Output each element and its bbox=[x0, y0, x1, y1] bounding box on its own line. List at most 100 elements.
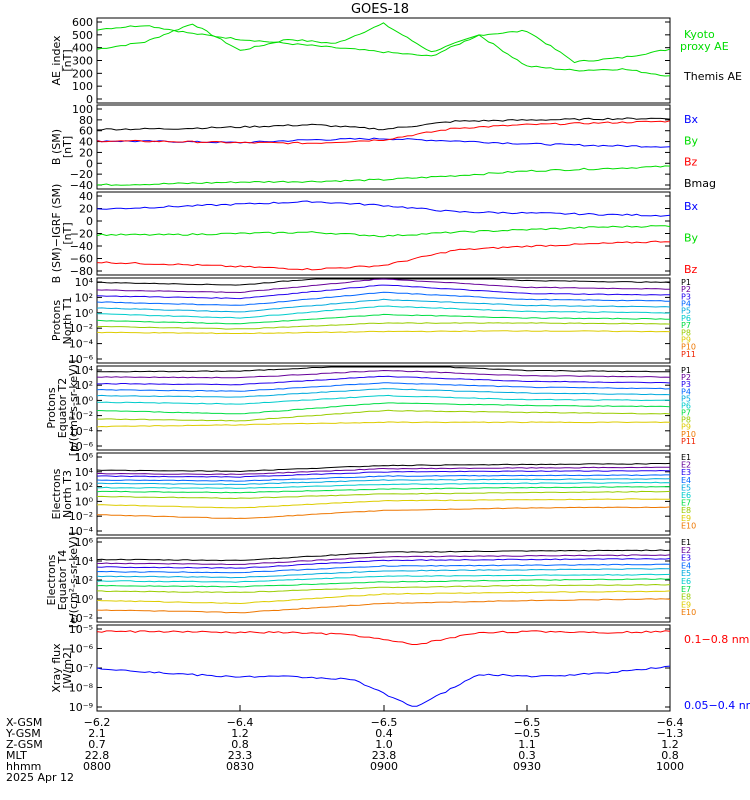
legend-entry: E5 bbox=[681, 483, 691, 492]
legend-entry: E7 bbox=[681, 585, 691, 594]
legend-entry: E9 bbox=[681, 600, 691, 609]
series-e8 bbox=[96, 490, 671, 500]
panel-frame bbox=[96, 104, 671, 190]
y-tick-label: 0 bbox=[86, 93, 93, 106]
y-tick-label: 10⁻² bbox=[69, 410, 93, 423]
series-e5 bbox=[96, 478, 671, 486]
panel-legend: 0.1−0.8 nm 0.05−0.4 nm bbox=[684, 633, 750, 712]
series-e9 bbox=[96, 590, 671, 605]
y-tick-label: 10⁻² bbox=[69, 510, 93, 523]
legend-entry: Themis AE bbox=[683, 70, 742, 83]
legend-entry: P3 bbox=[681, 292, 691, 301]
y-tick-label: −80 bbox=[70, 265, 93, 278]
y-tick-label: 10⁻² bbox=[69, 612, 93, 625]
series-e10 bbox=[96, 506, 671, 520]
legend-entry: P4 bbox=[681, 300, 691, 309]
legend-entry: E9 bbox=[681, 514, 691, 523]
panel-frame bbox=[96, 624, 671, 712]
legend-entry: E10 bbox=[681, 608, 696, 617]
x-tick-label: −6.5 bbox=[514, 716, 541, 729]
series-e2 bbox=[97, 466, 670, 476]
y-axis-label: Xray flux bbox=[50, 643, 63, 693]
legend-entry: Bmag bbox=[684, 177, 716, 190]
y-axis-label: Protons bbox=[45, 387, 58, 428]
y-tick-label: 10⁻⁴ bbox=[69, 525, 94, 538]
series-e3 bbox=[96, 469, 670, 478]
legend-entry: P11 bbox=[681, 350, 696, 359]
x-tick-label: 1.1 bbox=[518, 738, 536, 751]
y-tick-label: 10⁰ bbox=[75, 307, 94, 320]
series-bx bbox=[96, 137, 671, 148]
x-tick-label: 1000 bbox=[656, 760, 684, 773]
legend-entry: E3 bbox=[681, 468, 691, 477]
x-tick-label: −6.4 bbox=[227, 716, 254, 729]
legend-entry: E1 bbox=[681, 538, 691, 547]
series-bx bbox=[96, 200, 671, 217]
x-tick-label: 0.4 bbox=[375, 727, 393, 740]
series-e1 bbox=[96, 462, 671, 473]
x-tick-label: 0830 bbox=[226, 760, 254, 773]
y-tick-label: 60 bbox=[79, 125, 93, 138]
legend-entry: P5 bbox=[681, 307, 691, 316]
y-tick-label: 600 bbox=[72, 16, 93, 29]
y-axis-label: B (SM)−IGRF (SM) bbox=[50, 184, 63, 284]
y-tick-label: 80 bbox=[79, 114, 93, 127]
y-tick-label: 10⁴ bbox=[75, 466, 94, 479]
y-tick-label: 10⁶ bbox=[75, 451, 94, 464]
x-tick-label: 0.8 bbox=[661, 749, 679, 762]
panel-frame bbox=[96, 365, 671, 451]
panel-frame bbox=[96, 452, 671, 536]
y-tick-label: 200 bbox=[72, 67, 93, 80]
series-p2 bbox=[96, 369, 671, 379]
series-e8 bbox=[97, 583, 671, 594]
y-axis-label: B (SM) bbox=[50, 129, 63, 165]
legend-entry: E6 bbox=[681, 577, 691, 586]
y-axis-label: North T3 bbox=[61, 470, 74, 518]
panels: 6005004003002001000AE_index[nT]Kyotoprox… bbox=[45, 16, 750, 714]
y-tick-label: 10² bbox=[75, 574, 93, 587]
series-bmag bbox=[97, 117, 671, 131]
series-kyoto-proxy-ae bbox=[96, 22, 671, 64]
series-p7 bbox=[96, 313, 671, 325]
y-tick-label: 10⁴ bbox=[75, 364, 94, 377]
series-e3 bbox=[96, 558, 671, 569]
legend-entry: P6 bbox=[681, 314, 691, 323]
x-tick-label: 0.7 bbox=[88, 738, 106, 751]
x-tick-label: 1.2 bbox=[661, 738, 679, 751]
legend-entry: E2 bbox=[681, 461, 691, 470]
y-axis-label: Equator T4 bbox=[56, 550, 69, 610]
series-e6 bbox=[96, 573, 671, 583]
legend-entry: E8 bbox=[681, 506, 691, 515]
y-tick-label: 10⁻⁵ bbox=[69, 623, 93, 636]
axis-row-label: 2025 Apr 12 bbox=[6, 771, 74, 784]
panel-xray: 10⁻⁵ 10⁻⁶ 10⁻⁷ 10⁻⁸ 10⁻⁹ Xray flux[W/m2] 0.1−0… bbox=[50, 623, 750, 714]
y-tick-label: 0 bbox=[86, 215, 93, 228]
legend-entry: Kyoto bbox=[684, 28, 715, 41]
axis-row-label: X-GSM bbox=[6, 716, 42, 729]
y-tick-label: 100 bbox=[72, 80, 93, 93]
x-tick-label: −6.4 bbox=[657, 716, 684, 729]
y-tick-label: 40 bbox=[79, 136, 93, 149]
series-bz bbox=[96, 240, 671, 271]
legend-entry: P4 bbox=[681, 387, 691, 396]
y-axis-label: [nT] bbox=[61, 49, 74, 71]
series-p3 bbox=[96, 284, 671, 300]
y-tick-label: 10⁻² bbox=[69, 322, 93, 335]
y-axis-label: Equator T2 bbox=[56, 378, 69, 438]
y-tick-label: 10⁰ bbox=[75, 495, 94, 508]
series-p4 bbox=[96, 382, 671, 392]
legend-entry: P11 bbox=[681, 437, 696, 446]
y-tick-label: 100 bbox=[72, 103, 93, 116]
series-e9 bbox=[96, 498, 670, 509]
legend-entry: P2 bbox=[681, 373, 691, 382]
